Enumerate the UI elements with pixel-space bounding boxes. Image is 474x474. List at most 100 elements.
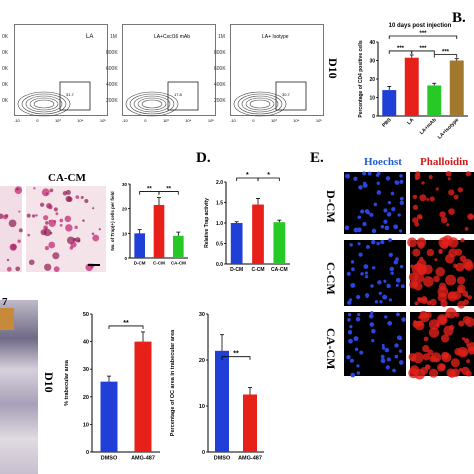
nucleus-dot — [365, 294, 369, 298]
gate-value-1: 31.7 — [66, 92, 74, 97]
xtick: 10⁵ — [315, 118, 322, 123]
ytick-p2-3: 400K — [106, 82, 118, 88]
actin-dot — [466, 343, 470, 347]
nucleus-dot — [370, 314, 374, 318]
scale-bar — [88, 264, 100, 266]
actin-dot — [435, 267, 446, 277]
flow-contour — [137, 97, 167, 111]
nucleus-dot — [386, 357, 391, 362]
nucleus-dot — [362, 221, 367, 227]
nucleus-dot — [356, 371, 361, 375]
trap-cell — [41, 188, 50, 197]
bar — [243, 394, 257, 452]
actin-dot — [412, 248, 421, 257]
significance-bracket — [108, 325, 144, 329]
x-tick-label: DMSO — [214, 456, 231, 462]
nucleus-dot — [387, 320, 393, 326]
actin-dot — [457, 187, 464, 193]
nucleus-dot — [399, 179, 404, 184]
flow-contours — [17, 81, 307, 117]
bar — [134, 233, 145, 258]
y-tick-label: 30 — [369, 59, 375, 65]
nucleus-dot — [360, 209, 365, 214]
nucleus-dot — [358, 252, 363, 257]
trap-cell — [75, 195, 80, 199]
y-tick-label: 10 — [122, 231, 128, 236]
actin-dot — [429, 355, 437, 363]
actin-dot — [412, 217, 419, 224]
nucleus-dot — [362, 181, 367, 186]
xtick: 10³ — [54, 118, 61, 123]
panel-letter-b: B. — [452, 10, 466, 26]
nucleus-dot — [388, 298, 393, 302]
nucleus-dot — [394, 354, 399, 359]
nucleus-dot — [344, 225, 350, 230]
actin-dot — [447, 237, 459, 248]
actin-dot — [437, 286, 449, 298]
ytick-p1-1: 0K — [2, 50, 9, 56]
y-tick-label: 2.0 — [216, 180, 223, 186]
nucleus-dot — [347, 300, 352, 305]
ca-cm-label: CA-CM — [48, 172, 86, 184]
nucleus-dot — [377, 280, 382, 285]
trap-cell — [52, 252, 60, 260]
flow-d10-label: D10 — [326, 58, 340, 79]
y-axis-label: Relative Trap activity — [204, 198, 210, 248]
trap-cell — [33, 187, 36, 190]
chart-f1: 0 10 20 30 40 50 % trabecular area DMSO AMG-487 *… — [64, 312, 160, 462]
gate-box — [167, 81, 199, 111]
nucleus-dot — [384, 225, 390, 231]
flow-label-2: LA+Cxcl16 mAb — [154, 34, 190, 40]
y-tick-label: 1.0 — [216, 221, 223, 227]
nucleus-dot — [397, 213, 401, 217]
fluorescence-dots — [344, 170, 474, 380]
actin-dot — [457, 300, 466, 309]
ytick-p2-0: 1M — [110, 34, 117, 40]
y-axis-label: Percentage of OC area in trabecular area — [170, 329, 176, 436]
y-tick-label: 10 — [83, 422, 89, 428]
significance-label: *** — [419, 46, 427, 52]
trap-cell — [45, 221, 49, 225]
actin-dot — [438, 250, 443, 254]
actin-dot — [450, 358, 460, 368]
nucleus-dot — [376, 181, 380, 185]
actin-dot — [465, 317, 474, 327]
y-tick-label: 50 — [83, 312, 89, 318]
trap-cell — [92, 234, 100, 242]
actin-dot — [437, 363, 446, 372]
trap-cell — [55, 212, 59, 216]
bar — [252, 204, 264, 264]
trap-cell — [65, 189, 71, 195]
actin-dot — [429, 298, 437, 306]
nucleus-dot — [401, 317, 406, 322]
trap-cell — [0, 213, 4, 219]
trap-cell — [43, 225, 48, 230]
nucleus-dot — [351, 267, 355, 272]
actin-dot — [428, 327, 440, 338]
trap-cell — [84, 198, 89, 204]
actin-dot — [425, 364, 431, 370]
panel-letter-e: E. — [310, 150, 324, 166]
actin-dot — [445, 274, 457, 286]
actin-dot — [419, 194, 427, 202]
actin-dot — [425, 312, 432, 319]
ytick-p3-4: 200K — [214, 98, 226, 104]
nucleus-dot — [347, 318, 351, 322]
nucleus-dot — [356, 294, 361, 300]
actin-dot — [467, 295, 473, 300]
nucleus-dot — [398, 336, 403, 341]
nucleus-dot — [389, 266, 395, 272]
trap-cell — [98, 228, 101, 231]
actin-dot — [448, 189, 455, 196]
actin-dot — [438, 237, 450, 249]
nucleus-dot — [349, 325, 353, 329]
bar — [100, 381, 118, 452]
actin-dot — [423, 276, 434, 287]
xtick: 0 — [144, 118, 147, 123]
nucleus-dot — [388, 252, 393, 258]
nucleus-dot — [393, 259, 399, 265]
significance-bracket — [411, 50, 435, 54]
ytick-p2-1: 800K — [106, 50, 118, 56]
actin-dot — [429, 196, 435, 202]
y-tick-label: 20 — [122, 207, 128, 212]
